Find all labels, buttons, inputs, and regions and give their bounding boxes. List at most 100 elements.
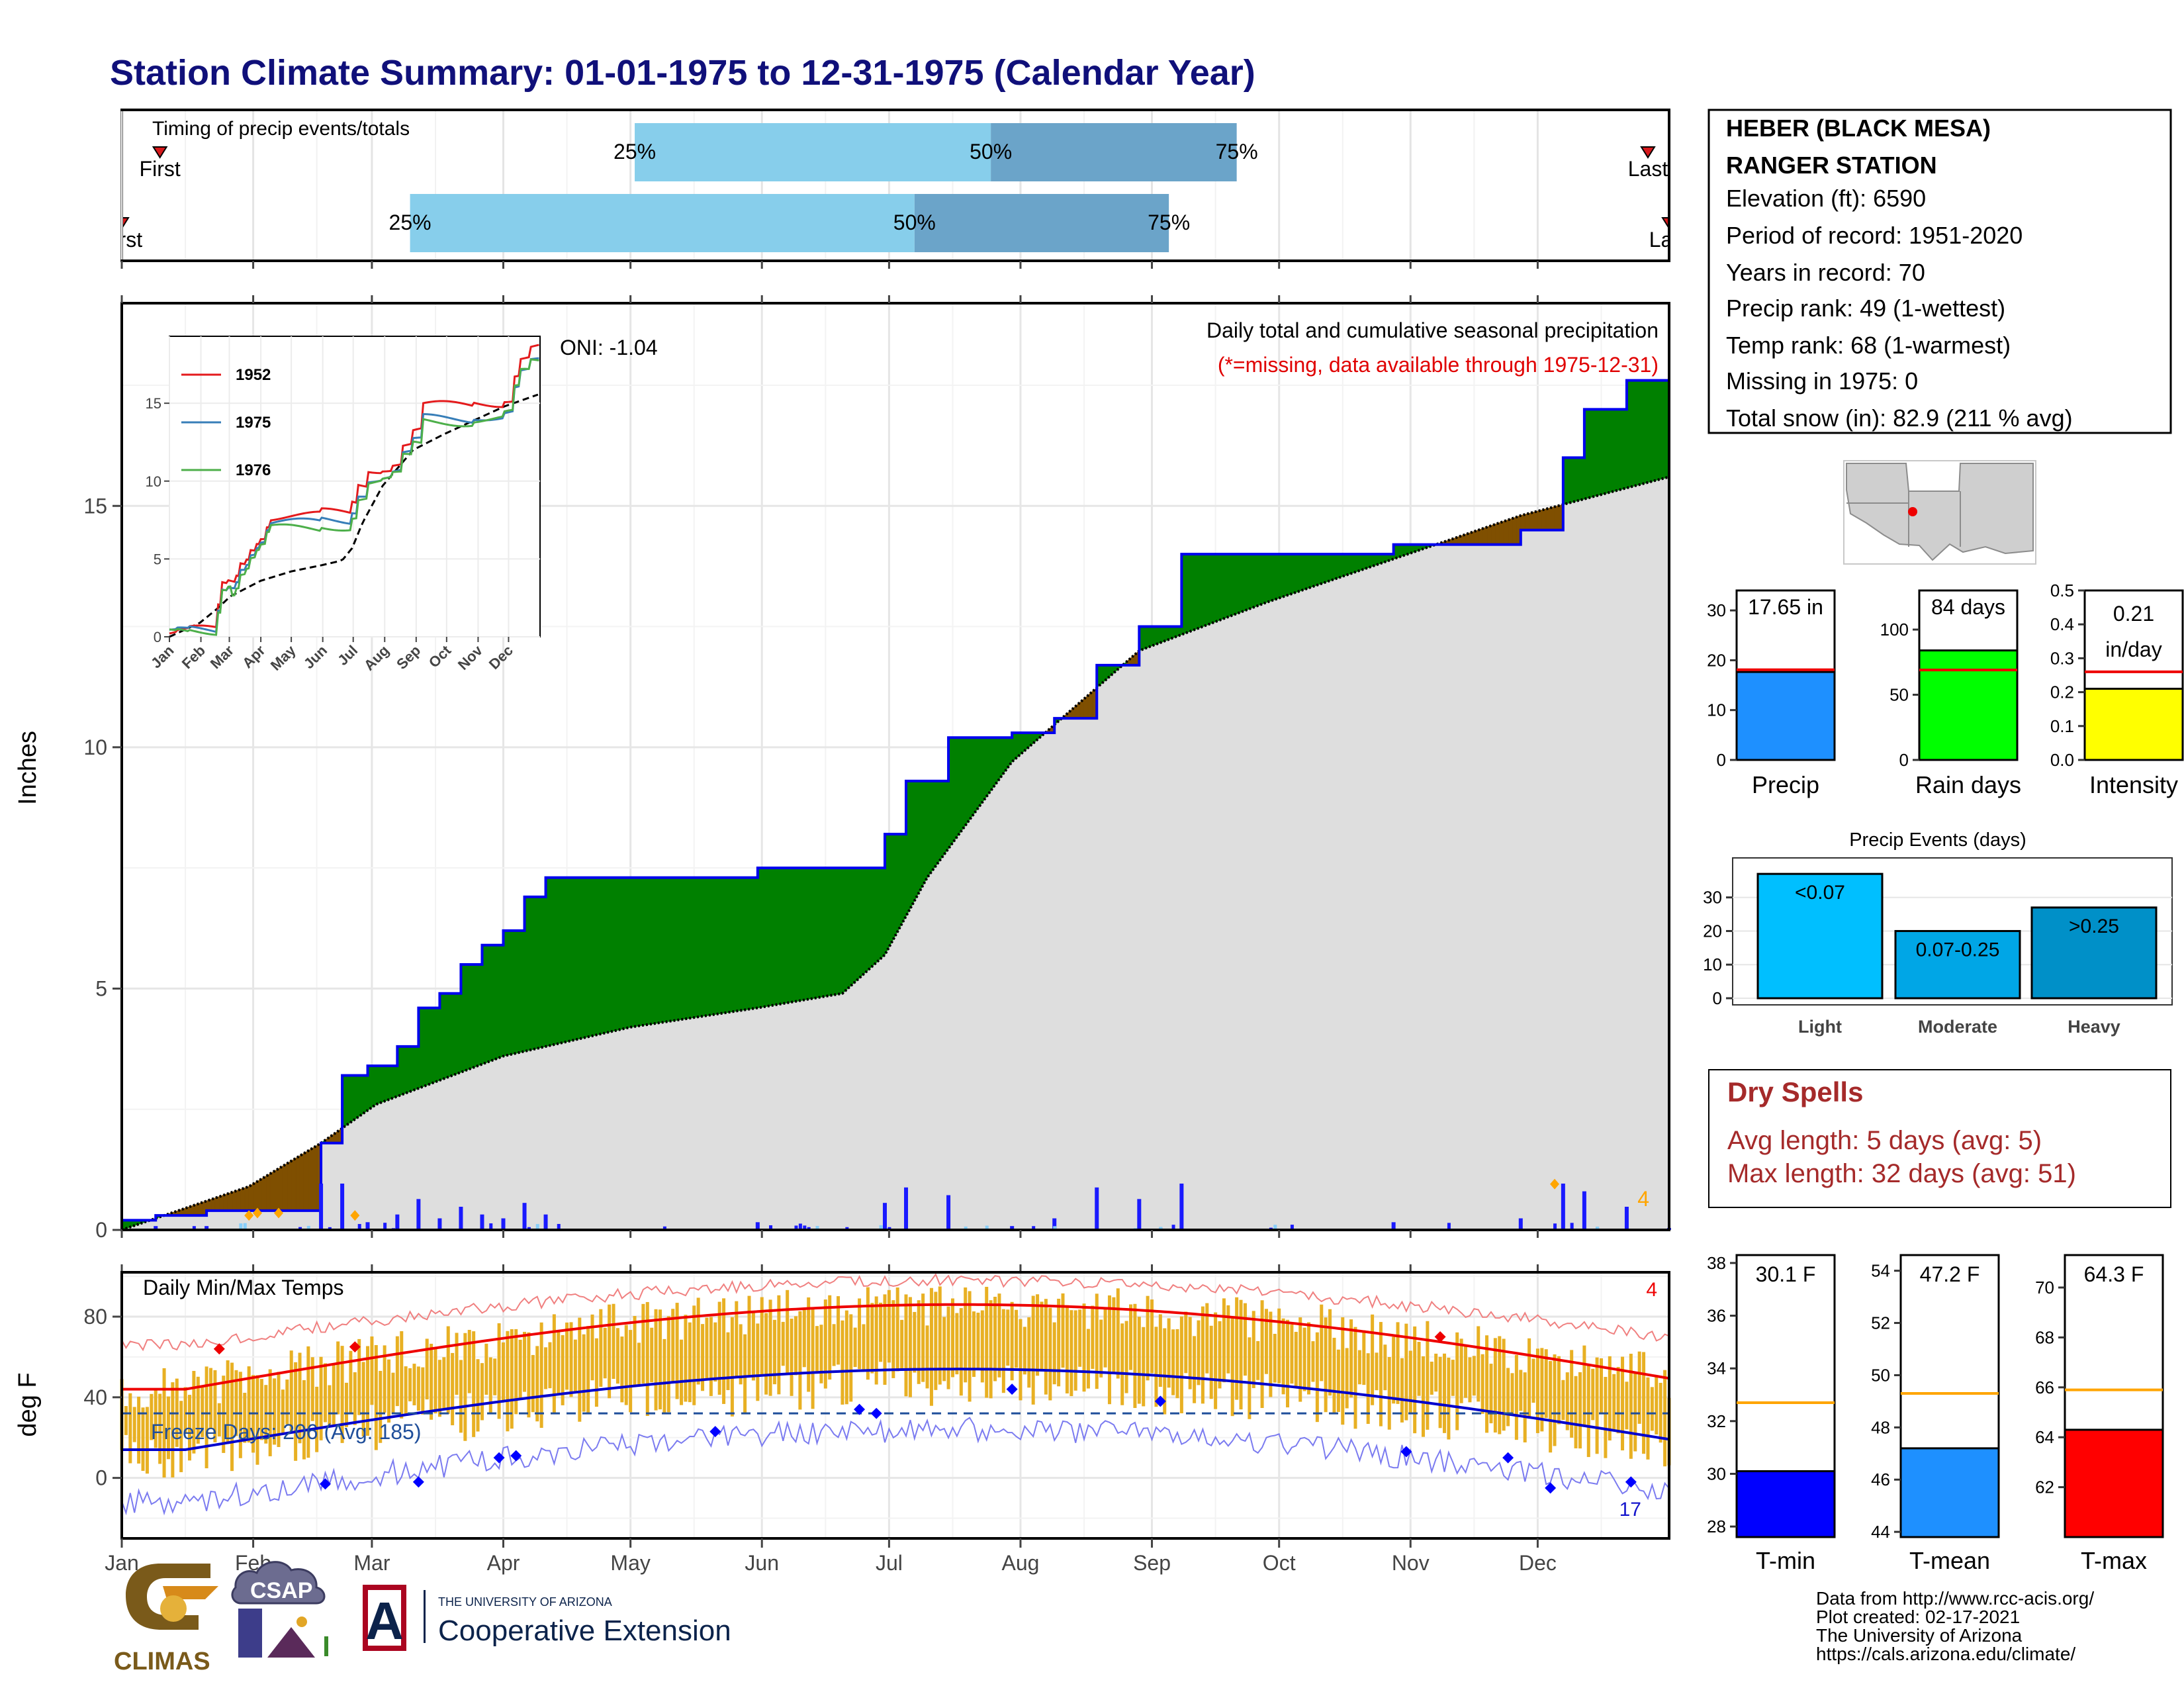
university-of-arizona-logo[interactable]: A THE UNIVERSITY OF ARIZONA Cooperative …: [363, 1585, 731, 1651]
daily-temp-range-bar: [1031, 1295, 1035, 1405]
above-average-area: [838, 867, 843, 995]
inset-series-line: [169, 358, 539, 636]
daily-temp-range-bar: [357, 1338, 361, 1415]
daily-temp-range-bar: [1273, 1333, 1277, 1383]
temp-bar-fill: [1899, 1447, 2000, 1538]
daily-temp-range-bar: [166, 1396, 170, 1460]
month-axis-label: Mar: [353, 1551, 390, 1575]
daily-temp-range-bar: [1239, 1299, 1243, 1410]
climas-logo[interactable]: CLIMAS: [114, 1564, 218, 1675]
daily-temp-range-bar: [1069, 1310, 1073, 1397]
above-average-area: [888, 833, 894, 947]
above-average-area: [761, 867, 767, 1008]
daily-temp-range-bar: [294, 1362, 298, 1461]
csap-logo[interactable]: CSAP: [231, 1561, 328, 1658]
above-average-area: [375, 1065, 381, 1105]
daily-temp-range-bar: [1158, 1314, 1162, 1387]
summary-bar-tick-label: 0.0: [2050, 750, 2074, 770]
average-cumulative-line: [121, 475, 1670, 1231]
daily-temp-range-bar: [1663, 1370, 1667, 1467]
temp-bar-label: T-min: [1756, 1547, 1815, 1574]
daily-temp-range-bar: [1290, 1325, 1294, 1384]
daily-temp-range-bar: [1544, 1349, 1548, 1419]
above-average-area: [782, 867, 788, 1004]
daily-precip-bar: [319, 1184, 324, 1230]
above-average-area: [829, 867, 835, 996]
daily-temp-range-bar: [887, 1289, 891, 1363]
above-average-area: [1249, 553, 1254, 610]
above-average-area: [490, 945, 496, 1062]
daily-temp-range-bar: [1230, 1316, 1234, 1417]
locator-map: [1843, 460, 2036, 565]
daily-precip-bar: [1582, 1191, 1586, 1230]
above-average-area: [931, 780, 936, 873]
summary-bar-tick-label: 0.4: [2050, 614, 2074, 634]
daily-temp-range-bar: [1472, 1356, 1476, 1396]
above-average-area: [689, 877, 695, 1019]
below-average-area: [278, 1165, 283, 1211]
station-years: Years in record: 70: [1726, 259, 1925, 286]
above-average-area: [1300, 553, 1305, 592]
below-average-area: [1524, 512, 1530, 531]
daily-temp-range-bar: [472, 1331, 476, 1437]
station-period: Period of record: 1951-2020: [1726, 222, 2023, 249]
daily-temp-range-bar: [336, 1341, 340, 1415]
events-bar-label: >0.25: [2069, 915, 2119, 937]
daily-temp-range-bar: [1625, 1382, 1629, 1430]
above-average-area: [1304, 553, 1310, 590]
inset-legend-label: 1975: [236, 414, 271, 432]
above-average-area: [803, 867, 809, 1001]
below-average-area: [244, 1186, 250, 1211]
daily-temp-range-bar: [573, 1339, 577, 1392]
daily-temp-range-bar: [1197, 1320, 1201, 1385]
above-average-area: [600, 877, 606, 1035]
daily-temp-range-bar: [807, 1297, 811, 1392]
daily-temp-range-bar: [230, 1362, 234, 1472]
daily-temp-range-bar: [310, 1357, 314, 1421]
daily-temp-range-bar: [929, 1288, 933, 1406]
above-average-area: [477, 964, 482, 1066]
below-average-area: [253, 1180, 258, 1211]
above-average-area: [1639, 380, 1645, 485]
above-average-area: [1355, 553, 1360, 573]
above-average-area: [1338, 553, 1343, 579]
daily-precip-bar: [437, 1218, 442, 1230]
daily-temp-range-bar: [425, 1338, 429, 1400]
above-average-area: [901, 833, 907, 924]
daily-temp-range-bar: [794, 1316, 797, 1376]
above-average-area: [1342, 553, 1347, 577]
above-average-area: [456, 993, 461, 1074]
record-low-marker: [1625, 1476, 1637, 1488]
above-average-area: [1198, 553, 1203, 629]
daily-temp-range-bar: [955, 1313, 959, 1375]
daily-temp-range-bar: [501, 1342, 505, 1402]
observed-cumulative-line: [122, 378, 1670, 1222]
daily-temp-range-bar: [1493, 1338, 1497, 1433]
below-average-area: [248, 1183, 254, 1211]
daily-temp-range-bar: [959, 1308, 963, 1396]
daily-precip-bar-small: [1053, 1226, 1057, 1230]
above-average-area: [749, 877, 754, 1010]
daily-temp-range-bar: [654, 1309, 658, 1411]
daily-temp-range-bar: [1243, 1303, 1247, 1376]
daily-precip-bar-small: [985, 1225, 989, 1230]
daily-temp-range-bar: [594, 1338, 598, 1407]
daily-precip-bar-small: [964, 1226, 968, 1230]
above-average-area: [410, 1046, 415, 1092]
daily-temp-range-bar: [1357, 1350, 1361, 1385]
above-average-area: [842, 867, 847, 994]
daily-temp-range-bar: [1336, 1349, 1340, 1413]
above-average-area: [664, 877, 669, 1023]
daily-temp-range-bar: [1010, 1301, 1014, 1381]
summary-bar-tick-label: 10: [1707, 700, 1726, 720]
summary-bar-tick-label: 0: [1899, 750, 1909, 770]
above-average-area: [668, 877, 674, 1022]
above-average-area: [1567, 457, 1572, 504]
daily-temp-range-bar: [544, 1347, 548, 1389]
timing-label-75: 75%: [1148, 211, 1190, 234]
above-average-area: [706, 877, 711, 1016]
daily-temp-range-bar: [179, 1401, 183, 1472]
above-average-area: [1614, 408, 1619, 492]
daily-temp-range-bar: [1523, 1372, 1527, 1442]
above-average-area: [354, 1075, 360, 1120]
